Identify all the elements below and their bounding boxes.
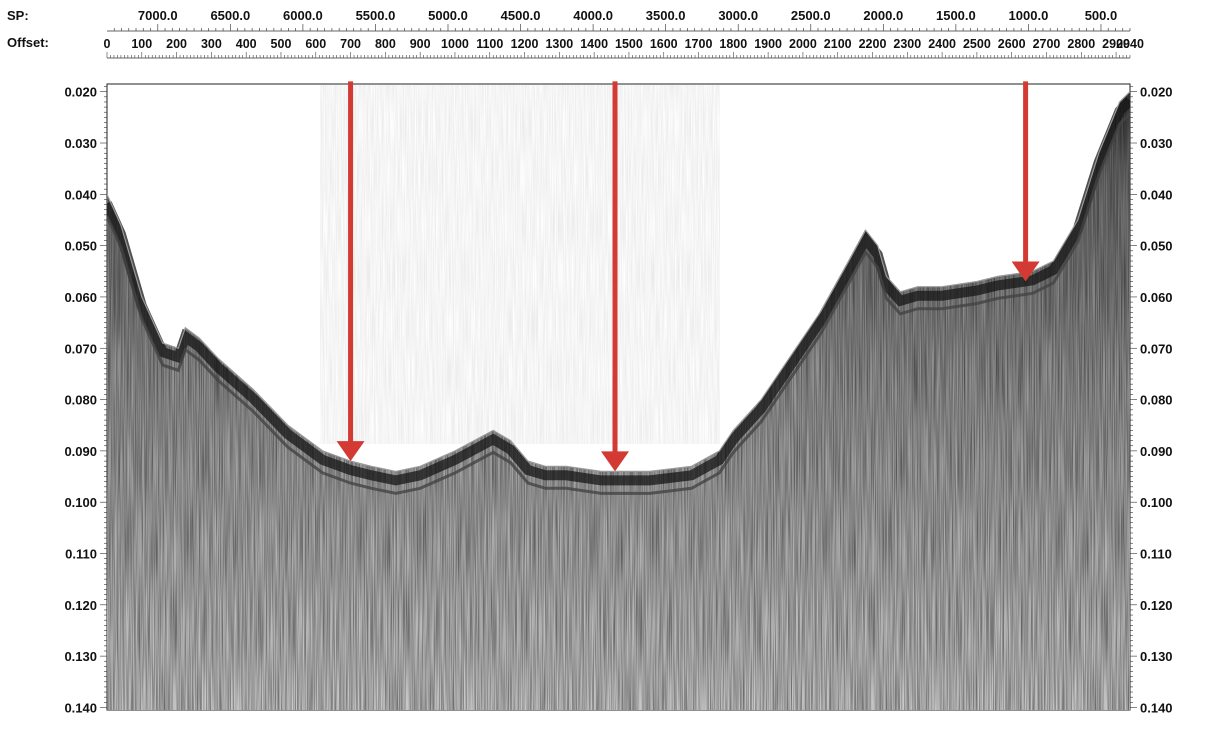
y-tick-label-left: 0.110: [65, 547, 97, 562]
offset-tick-label: 500: [271, 37, 292, 51]
sp-tick-label: 1500.0: [936, 8, 976, 23]
y-tick-label-right: 0.130: [1140, 649, 1173, 664]
offset-tick-label: 800: [375, 37, 396, 51]
sp-tick-label: 7000.0: [138, 8, 178, 23]
y-tick-label-left: 0.080: [64, 393, 97, 408]
y-tick-label-left: 0.030: [64, 136, 97, 151]
arrow-head: [336, 441, 365, 462]
y-tick-label-right: 0.090: [1140, 444, 1173, 459]
offset-tick-label: 2200: [859, 37, 887, 51]
offset-tick-label: 2500: [963, 37, 991, 51]
offset-axis-label: Offset:: [7, 35, 49, 50]
y-tick-label-left: 0.070: [64, 341, 97, 356]
offset-tick-label: 1900: [754, 37, 782, 51]
sp-tick-label: 2000.0: [863, 8, 903, 23]
offset-tick-label: 400: [236, 37, 257, 51]
y-tick-label-left: 0.040: [64, 187, 97, 202]
y-tick-label-right: 0.080: [1140, 393, 1173, 408]
offset-tick-label: 1600: [650, 37, 678, 51]
offset-tick-label: 2900: [1102, 37, 1130, 51]
seabed-line: [107, 91, 1130, 473]
offset-tick-label: 2940: [1116, 37, 1144, 51]
y-tick-label-left: 0.100: [64, 495, 97, 510]
offset-tick-label: 900: [410, 37, 431, 51]
y-tick-label-left: 0.140: [64, 700, 97, 715]
sp-tick-label: 3500.0: [646, 8, 686, 23]
sp-tick-label: 6000.0: [283, 8, 323, 23]
offset-tick-label: 600: [305, 37, 326, 51]
y-tick-label-right: 0.040: [1140, 187, 1173, 202]
offset-tick-label: 1400: [580, 37, 608, 51]
arrow-markers: [336, 81, 1040, 472]
seabed-reflector-band: [107, 97, 1130, 486]
y-tick-label-right: 0.020: [1140, 85, 1173, 100]
y-tick-label-left: 0.050: [64, 239, 97, 254]
y-tick-label-right: 0.030: [1140, 136, 1173, 151]
offset-tick-label: 200: [166, 37, 187, 51]
offset-tick-label: 2300: [893, 37, 921, 51]
y-tick-label-right: 0.070: [1140, 341, 1173, 356]
offset-tick-label: 1800: [719, 37, 747, 51]
y-tick-label-right: 0.060: [1140, 290, 1173, 305]
offset-tick-label: 2000: [789, 37, 817, 51]
offset-tick-label: 300: [201, 37, 222, 51]
offset-tick-label: 1700: [685, 37, 713, 51]
sp-tick-label: 4000.0: [573, 8, 613, 23]
sp-tick-label: 1000.0: [1009, 8, 1049, 23]
axes-layer: 7000.0 6500.0 6000.0 5500.0 5000.0 4500.0 4000…: [64, 8, 1172, 715]
arrow-head: [601, 451, 630, 472]
water-noise: [320, 84, 720, 444]
offset-tick-label: 2100: [824, 37, 852, 51]
arrow-head: [1011, 261, 1040, 282]
offset-tick-label: 1500: [615, 37, 643, 51]
y-tick-label-left: 0.130: [64, 649, 97, 664]
seabed-reflector-multiple: [107, 112, 1130, 495]
sp-tick-label: 3000.0: [718, 8, 758, 23]
offset-tick-label: 1100: [476, 37, 503, 51]
sp-axis-label: SP:: [7, 8, 29, 23]
sp-tick-label: 6500.0: [210, 8, 250, 23]
y-tick-label-right: 0.110: [1140, 547, 1172, 562]
y-tick-label-left: 0.120: [64, 598, 97, 613]
y-tick-label-left: 0.090: [64, 444, 97, 459]
y-tick-label-left: 0.060: [64, 290, 97, 305]
y-tick-label-right: 0.050: [1140, 239, 1173, 254]
offset-tick-label: 100: [131, 37, 152, 51]
sp-tick-label: 5500.0: [356, 8, 396, 23]
offset-tick-label: 1300: [545, 37, 573, 51]
offset-tick-label: 2700: [1033, 37, 1061, 51]
offset-tick-label: 2600: [998, 37, 1026, 51]
offset-tick-label: 2800: [1067, 37, 1095, 51]
offset-tick-label: 0: [104, 37, 111, 51]
sp-tick-label: 2500.0: [791, 8, 831, 23]
sp-tick-label: 5000.0: [428, 8, 468, 23]
offset-tick-label: 1000: [441, 37, 469, 51]
sp-tick-label: 500.0: [1085, 8, 1118, 23]
y-tick-label-left: 0.020: [64, 85, 97, 100]
y-tick-label-right: 0.140: [1140, 700, 1173, 715]
y-tick-label-right: 0.120: [1140, 598, 1173, 613]
offset-tick-label: 700: [340, 37, 361, 51]
offset-tick-label: 1200: [511, 37, 539, 51]
sp-tick-label: 4500.0: [501, 8, 541, 23]
offset-tick-label: 2400: [928, 37, 956, 51]
y-tick-label-right: 0.100: [1140, 495, 1173, 510]
